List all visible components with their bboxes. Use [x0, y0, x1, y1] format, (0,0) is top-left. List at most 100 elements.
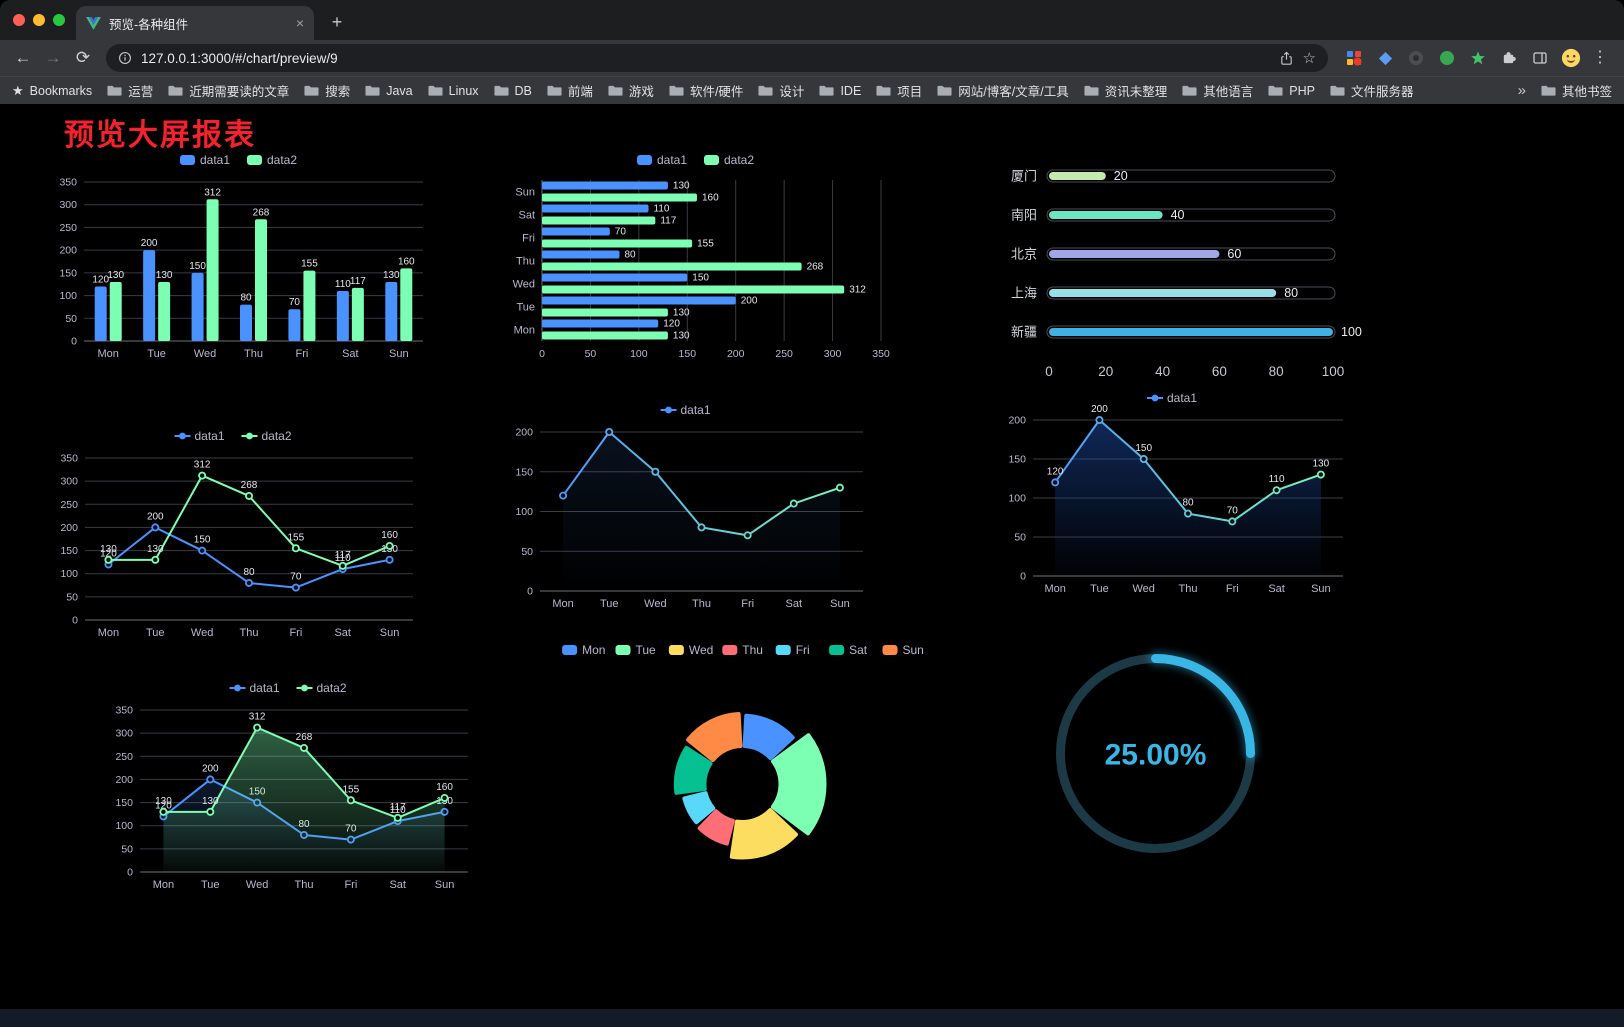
chart-progress-bars-canvas: 厦门 20 南阳 40 北京 60 上海 80 新疆 100 0 20 40 60 80 100: [1011, 169, 1362, 380]
share-icon[interactable]: [1279, 51, 1294, 66]
svg-text:Sun: Sun: [435, 879, 455, 891]
menu-kebab-icon[interactable]: ⋮: [1592, 49, 1608, 66]
chart-grouped-bar: 0 50 100 150 200 250 300 350 Mon Tue Wed Thu Fri Sat S…: [48, 146, 433, 371]
folder-icon: [608, 85, 623, 96]
bookmark-label: 前端: [567, 85, 593, 99]
svg-text:150: 150: [59, 267, 77, 279]
svg-text:150: 150: [189, 261, 206, 272]
forward-button[interactable]: →: [44, 48, 62, 67]
svg-text:Wed: Wed: [246, 879, 268, 891]
reload-button[interactable]: ⟳: [75, 48, 91, 67]
bookmark-folder[interactable]: Java: [365, 83, 413, 98]
svg-text:117: 117: [660, 216, 676, 227]
site-info-icon[interactable]: [118, 51, 132, 65]
bookmark-folder[interactable]: PHP: [1268, 83, 1315, 98]
svg-text:Fri: Fri: [741, 598, 754, 610]
svg-text:312: 312: [194, 460, 211, 471]
browser-tab[interactable]: 预览-各种组件 ×: [76, 6, 314, 40]
svg-text:350: 350: [115, 705, 133, 717]
svg-text:data1: data1: [657, 153, 687, 167]
svg-text:Tue: Tue: [1090, 583, 1109, 595]
page-footer-strip: [0, 1009, 1624, 1027]
extension-star-icon[interactable]: [1468, 48, 1488, 68]
svg-text:Thu: Thu: [742, 643, 763, 657]
svg-text:120: 120: [1047, 466, 1064, 477]
svg-text:312: 312: [249, 712, 266, 723]
bookmark-folder[interactable]: 文件服务器: [1330, 81, 1413, 100]
svg-text:160: 160: [436, 782, 453, 793]
bookmark-folder[interactable]: 软件/硬件: [669, 81, 743, 100]
svg-text:150: 150: [515, 466, 533, 478]
svg-text:110: 110: [335, 279, 351, 290]
back-button[interactable]: ←: [14, 48, 32, 67]
svg-text:130: 130: [100, 544, 117, 555]
window-minimize-button[interactable]: [33, 14, 45, 26]
svg-text:130: 130: [107, 270, 124, 281]
svg-text:130: 130: [155, 796, 172, 807]
svg-text:0: 0: [1045, 364, 1053, 379]
extension-diamond-icon[interactable]: [1375, 48, 1395, 68]
svg-text:南阳: 南阳: [1011, 208, 1037, 223]
other-bookmarks-label: 其他书签: [1561, 85, 1612, 99]
other-bookmarks-button[interactable]: 其他书签: [1541, 81, 1612, 100]
bookmarks-overflow-button[interactable]: »: [1517, 82, 1526, 99]
svg-text:250: 250: [775, 348, 793, 360]
chart-rose-donut-canvas: Mon Tue Wed Thu Fri Sat Sun: [562, 643, 924, 860]
bookmark-folder[interactable]: 游戏: [608, 81, 654, 100]
bookmark-folder[interactable]: 运营: [107, 81, 153, 100]
svg-text:data1: data1: [195, 429, 225, 443]
bookmark-folder[interactable]: Linux: [428, 83, 479, 98]
svg-text:117: 117: [335, 550, 351, 561]
svg-text:Sat: Sat: [518, 210, 535, 222]
svg-text:130: 130: [147, 544, 164, 555]
svg-text:0: 0: [527, 586, 533, 598]
bookmarks-home[interactable]: ★ Bookmarks: [12, 84, 92, 98]
svg-text:155: 155: [301, 259, 318, 270]
svg-text:120: 120: [663, 319, 680, 330]
bookmark-folder[interactable]: 近期需要读的文章: [168, 81, 289, 100]
window-close-button[interactable]: [13, 14, 25, 26]
bookmark-folder[interactable]: 搜索: [304, 81, 350, 100]
extension-grid-icon[interactable]: [1344, 48, 1364, 68]
svg-text:Sat: Sat: [334, 627, 351, 639]
svg-text:50: 50: [121, 843, 133, 855]
bookmark-folder[interactable]: IDE: [819, 83, 861, 98]
bookmark-folder[interactable]: 项目: [876, 81, 922, 100]
tab-close-icon[interactable]: ×: [295, 15, 304, 31]
extension-green-circle-icon[interactable]: [1437, 48, 1457, 68]
svg-text:268: 268: [241, 480, 258, 491]
address-bar[interactable]: 127.0.0.1:3000/#/chart/preview/9 ☆: [106, 44, 1328, 72]
svg-text:Thu: Thu: [692, 598, 711, 610]
svg-text:40: 40: [1155, 364, 1170, 379]
svg-text:Wed: Wed: [644, 598, 666, 610]
svg-text:Sat: Sat: [849, 643, 868, 657]
window-zoom-button[interactable]: [53, 14, 65, 26]
svg-text:0: 0: [1020, 571, 1026, 583]
extensions-puzzle-icon[interactable]: [1499, 48, 1519, 68]
svg-text:100: 100: [515, 506, 533, 518]
svg-text:Sat: Sat: [1268, 583, 1285, 595]
folder-icon: [1182, 85, 1197, 96]
bookmark-folder[interactable]: 前端: [547, 81, 593, 100]
side-panel-icon[interactable]: [1530, 48, 1550, 68]
svg-text:Mon: Mon: [98, 348, 119, 360]
bookmark-star-icon[interactable]: ☆: [1302, 49, 1316, 67]
svg-text:Fri: Fri: [344, 879, 357, 891]
chart-two-line-canvas: 0 50 100 150 200 250 300 350 Mon Tue Wed Thu Fri Sat S…: [60, 429, 413, 639]
svg-text:155: 155: [697, 239, 714, 250]
bookmark-folder[interactable]: 网站/博客/文章/工具: [937, 81, 1069, 100]
bookmark-folder[interactable]: 资讯未整理: [1084, 81, 1167, 100]
svg-text:100: 100: [115, 820, 133, 832]
svg-text:80: 80: [1182, 498, 1194, 509]
bookmark-label: 软件/硬件: [689, 85, 744, 99]
chart-gradient-line-canvas: 0 50 100 150 200 Mon Tue Wed Thu Fri Sat Sun data1: [515, 403, 863, 610]
svg-text:80: 80: [243, 567, 255, 578]
profile-avatar[interactable]: [1561, 48, 1581, 68]
bookmark-folder[interactable]: 设计: [758, 81, 804, 100]
extension-dark-circle-icon[interactable]: [1406, 48, 1426, 68]
bookmark-folder[interactable]: DB: [494, 83, 532, 98]
svg-text:0: 0: [127, 867, 133, 879]
new-tab-button[interactable]: +: [331, 11, 343, 32]
bookmark-folder[interactable]: 其他语言: [1182, 81, 1253, 100]
svg-text:新疆: 新疆: [1011, 325, 1037, 340]
